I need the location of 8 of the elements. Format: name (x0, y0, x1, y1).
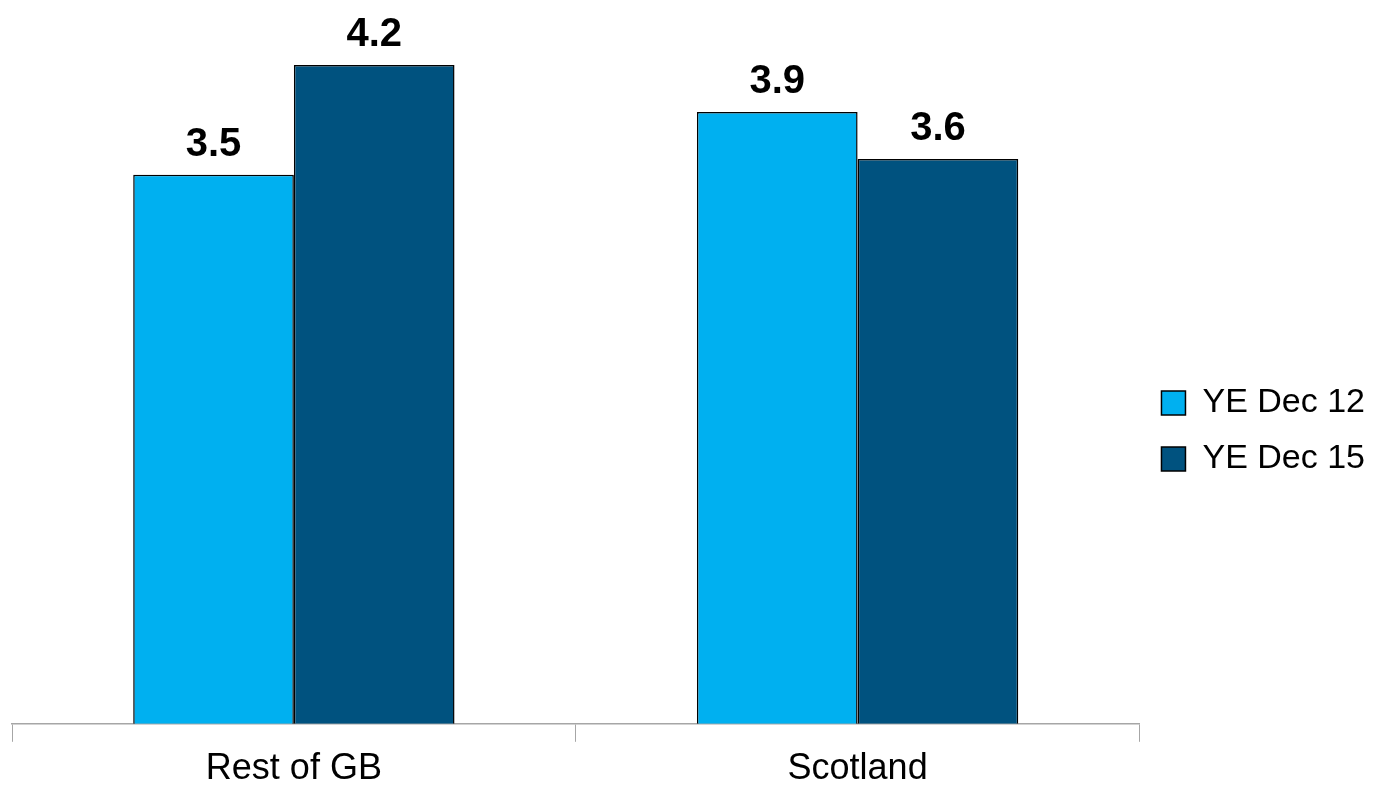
x-tick-label: Rest of GB (205, 746, 382, 788)
data-label: 3.9 (749, 57, 806, 102)
data-label: 4.2 (346, 10, 402, 55)
x-tick-label: Scotland (787, 746, 928, 788)
data-label: 3.5 (185, 119, 242, 164)
legend-label: YE Dec 15 (1202, 437, 1365, 476)
data-label: 3.6 (910, 104, 966, 149)
legend-label: YE Dec 12 (1202, 381, 1365, 420)
